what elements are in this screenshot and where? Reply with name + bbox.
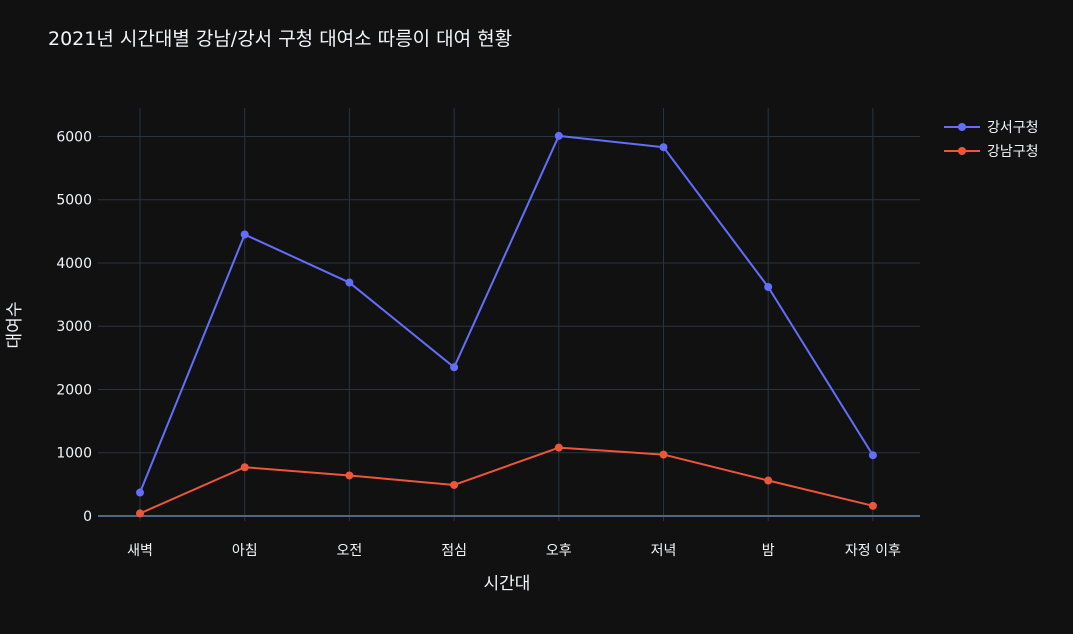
- data-point: [450, 363, 459, 372]
- x-tick-label: 새벽: [127, 543, 153, 559]
- gridlines: [98, 108, 920, 521]
- x-tick-label: 점심: [441, 543, 467, 559]
- y-tick-label: 3000: [56, 319, 92, 335]
- y-tick-label: 5000: [56, 193, 92, 209]
- x-tick-label: 저녁: [651, 543, 677, 559]
- data-point: [659, 450, 668, 459]
- data-point: [240, 463, 249, 472]
- y-tick-label: 1000: [56, 446, 92, 462]
- x-tick-label: 밤: [762, 543, 775, 559]
- data-point: [136, 509, 144, 518]
- legend-swatch-marker: [958, 123, 966, 131]
- data-point: [659, 143, 668, 152]
- data-point: [345, 471, 354, 480]
- chart-title: 2021년 시간대별 강남/강서 구청 대여소 따릉이 대여 현황: [48, 28, 512, 50]
- y-tick-label: 2000: [56, 382, 92, 398]
- data-point: [554, 443, 563, 452]
- legend-item[interactable]: 강서구청: [944, 120, 1039, 136]
- legend-label: 강서구청: [987, 120, 1039, 136]
- y-tick-label: 6000: [56, 129, 92, 145]
- data-point: [345, 278, 354, 287]
- series-line: [139, 134, 874, 493]
- y-tick-label: 4000: [56, 256, 92, 272]
- legend-swatch-marker: [958, 147, 966, 155]
- y-axis-title: 대여수: [5, 302, 25, 349]
- x-tick-label: 아침: [232, 543, 258, 559]
- data-point: [868, 451, 877, 460]
- x-axis-title: 시간대: [484, 574, 531, 594]
- series-lines: [136, 131, 877, 518]
- series-line: [139, 446, 874, 515]
- x-tick-label: 오후: [546, 543, 572, 559]
- data-point: [450, 480, 459, 489]
- legend-item[interactable]: 강남구청: [944, 144, 1039, 160]
- x-tick-label: 오전: [337, 543, 363, 559]
- data-point: [764, 476, 773, 485]
- axes: 새벽 아침 오전 점심 오후 저녁 밤 자정 이후 0 1000 2000 3000 4000 5000 6…: [56, 129, 901, 559]
- y-tick-label: 0: [83, 509, 92, 525]
- legend-label: 강남구청: [987, 144, 1039, 160]
- data-point: [868, 501, 877, 510]
- data-point: [136, 488, 144, 497]
- x-tick-label: 자정 이후: [845, 543, 901, 559]
- data-point: [554, 131, 563, 140]
- data-point: [764, 282, 773, 291]
- data-point: [240, 230, 249, 239]
